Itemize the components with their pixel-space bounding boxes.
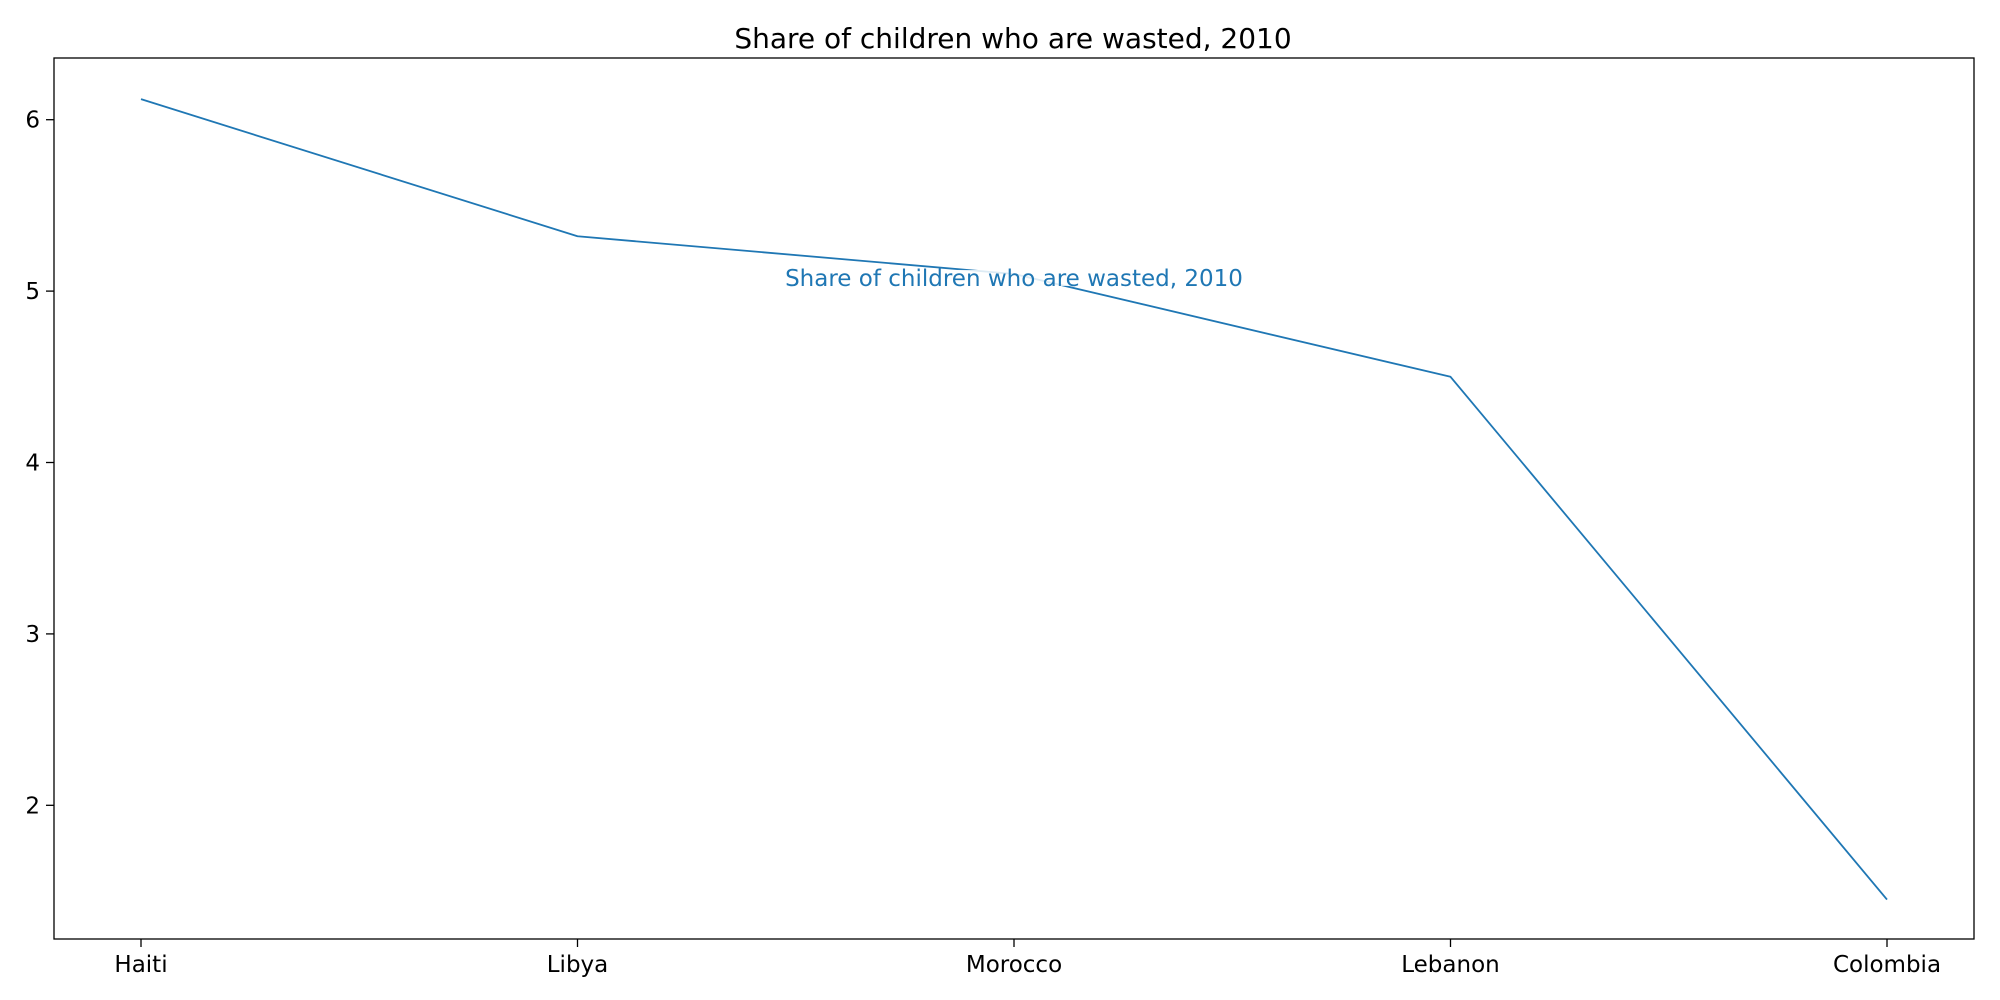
- plot-area-frame: [53, 57, 1975, 940]
- y-tick-label: 5: [25, 279, 40, 305]
- series-inline-label: Share of children who are wasted, 2010: [783, 266, 1245, 292]
- chart-title: Share of children who are wasted, 2010: [734, 22, 1291, 55]
- y-tick-label: 2: [25, 793, 40, 819]
- x-tick-label: Morocco: [966, 952, 1062, 978]
- x-axis: Haiti Libya Morocco Lebanon Colombia: [114, 939, 1941, 978]
- y-tick-label: 3: [25, 622, 40, 648]
- y-axis: 2 3 4 5 6: [25, 108, 54, 819]
- y-tick-label: 4: [25, 451, 40, 477]
- series-label-halo: [783, 269, 1245, 286]
- series-label-text: Share of children who are wasted, 2010: [785, 266, 1243, 292]
- x-tick-label: Haiti: [114, 952, 167, 978]
- x-tick-label: Libya: [547, 952, 609, 978]
- series-line: [140, 98, 1888, 901]
- y-tick-label: 6: [25, 108, 40, 134]
- x-tick-label: Colombia: [1833, 952, 1941, 978]
- series-layer: Share of children who are wasted, 2010: [140, 98, 1888, 901]
- x-tick-label: Lebanon: [1401, 952, 1499, 978]
